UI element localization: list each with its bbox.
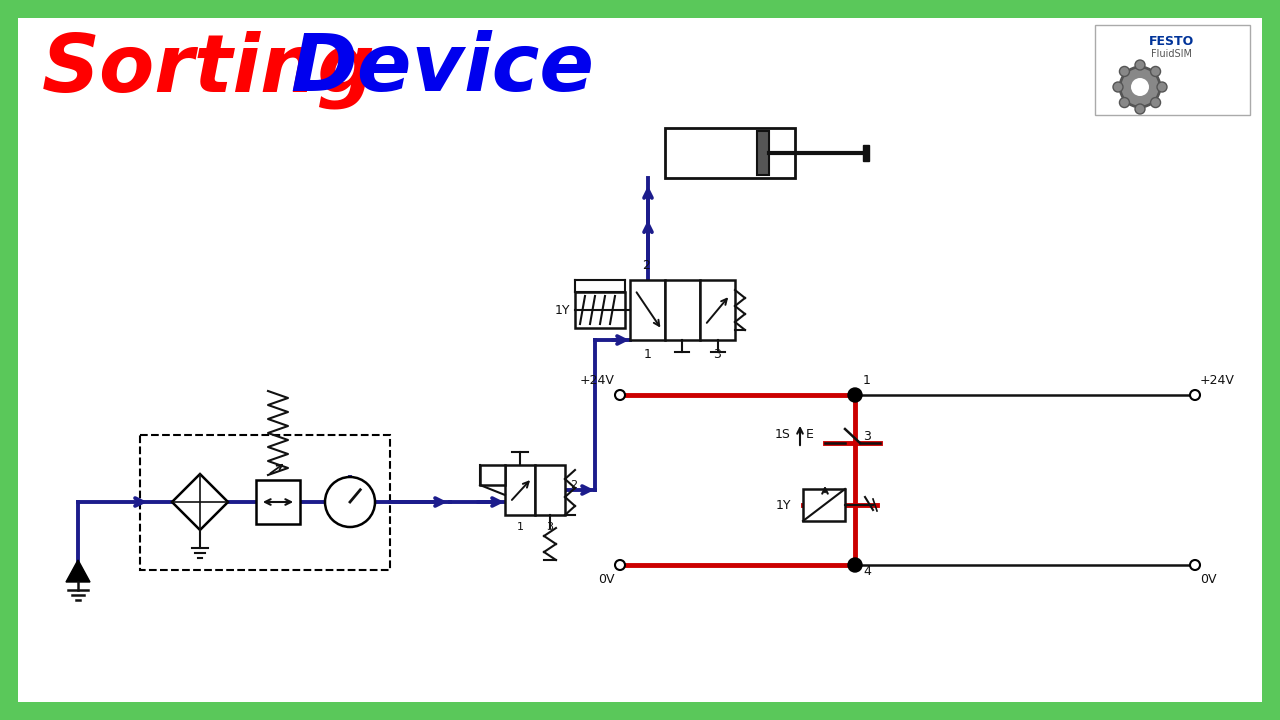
Text: 4: 4	[863, 565, 870, 578]
Bar	[575, 292, 625, 328]
Circle shape	[1151, 66, 1161, 76]
Bar	[863, 145, 869, 161]
Text: 1Y: 1Y	[776, 498, 791, 511]
Text: 1: 1	[644, 348, 652, 361]
Text: 3: 3	[863, 430, 870, 443]
Text: 2: 2	[570, 480, 577, 490]
Circle shape	[1190, 560, 1199, 570]
Bar	[666, 128, 795, 178]
Text: 3: 3	[713, 348, 721, 361]
Circle shape	[1151, 97, 1161, 107]
Circle shape	[1135, 104, 1146, 114]
Text: Sorting: Sorting	[42, 30, 376, 109]
Text: Device: Device	[291, 30, 594, 108]
Text: 0V: 0V	[1199, 573, 1216, 586]
Circle shape	[325, 477, 375, 527]
Text: 2: 2	[643, 259, 650, 272]
Circle shape	[1114, 82, 1123, 92]
Bar	[700, 280, 735, 340]
Text: 3: 3	[547, 522, 553, 532]
Circle shape	[1132, 78, 1149, 96]
Polygon shape	[67, 560, 90, 582]
Circle shape	[1135, 60, 1146, 70]
Circle shape	[614, 390, 625, 400]
Circle shape	[1190, 390, 1199, 400]
Circle shape	[847, 558, 861, 572]
Bar	[803, 489, 845, 521]
Polygon shape	[172, 474, 228, 530]
Bar	[480, 465, 506, 485]
Bar	[535, 465, 564, 515]
Text: 1: 1	[863, 374, 870, 387]
Text: +24V: +24V	[1199, 374, 1235, 387]
Circle shape	[1120, 66, 1129, 76]
Text: 0V: 0V	[599, 573, 614, 586]
Bar	[140, 435, 390, 570]
Bar	[666, 280, 700, 340]
Text: FluidSIM: FluidSIM	[1152, 49, 1193, 59]
Circle shape	[614, 560, 625, 570]
Bar	[1094, 25, 1251, 115]
Text: 1S: 1S	[776, 428, 791, 441]
Text: 1: 1	[517, 522, 524, 532]
Circle shape	[1157, 82, 1167, 92]
Bar	[630, 280, 666, 340]
Circle shape	[847, 388, 861, 402]
Bar	[756, 131, 769, 175]
Bar	[256, 480, 300, 524]
Text: FESTO: FESTO	[1149, 35, 1194, 48]
Circle shape	[1120, 67, 1160, 107]
Circle shape	[1120, 97, 1129, 107]
Bar	[506, 465, 535, 515]
Text: E: E	[806, 428, 814, 441]
Text: 1Y: 1Y	[554, 304, 570, 317]
Text: +24V: +24V	[580, 374, 614, 387]
